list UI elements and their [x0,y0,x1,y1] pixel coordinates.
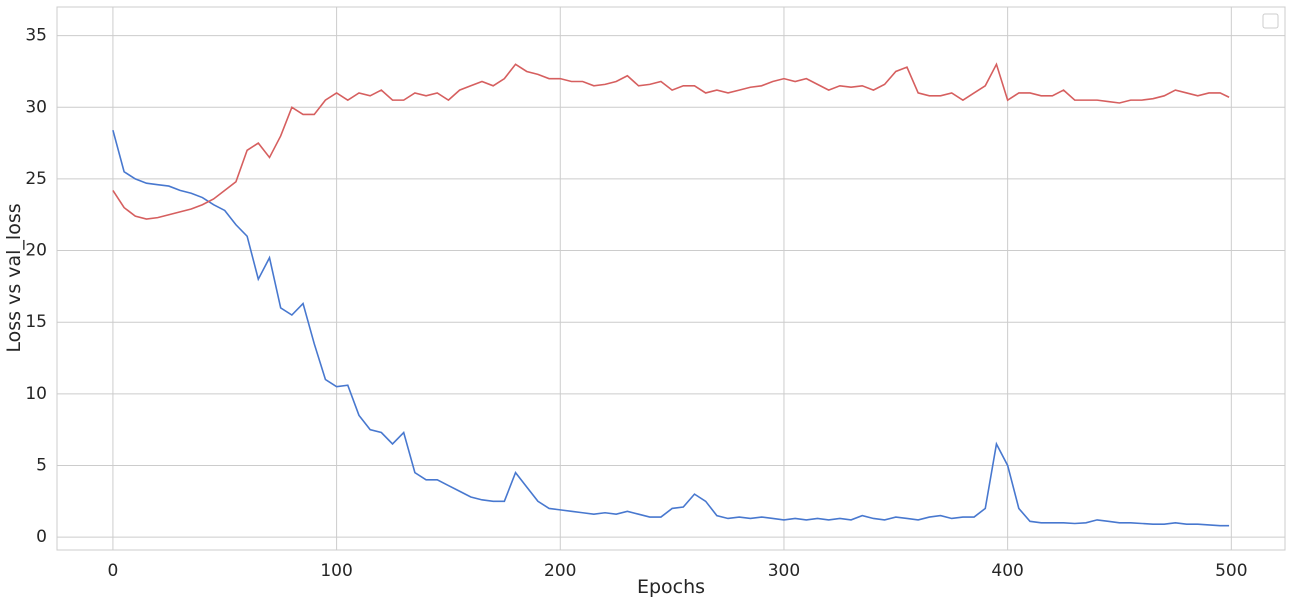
y-tick-label: 35 [25,26,47,46]
y-tick-label: 5 [36,455,47,475]
x-tick-label: 100 [320,561,352,581]
x-tick-label: 500 [1215,561,1247,581]
x-tick-label: 300 [768,561,800,581]
y-tick-label: 10 [25,384,47,404]
grid [57,7,1285,550]
y-tick-label: 15 [25,312,47,332]
plot-area [56,6,1286,551]
x-tick-label: 400 [991,561,1023,581]
x-tick-label: 0 [108,561,119,581]
line [112,62,1230,220]
y-tick-label: 30 [25,97,47,117]
y-axis-label: Loss vs val_loss [3,203,25,352]
y-tick-label: 25 [25,169,47,189]
x-axis-label: Epochs [637,576,705,598]
line [112,130,1230,527]
x-tick-label: 200 [544,561,576,581]
lines [112,62,1230,527]
legend [1262,13,1279,29]
y-tick-label: 20 [25,241,47,261]
y-tick-label: 0 [36,527,47,547]
